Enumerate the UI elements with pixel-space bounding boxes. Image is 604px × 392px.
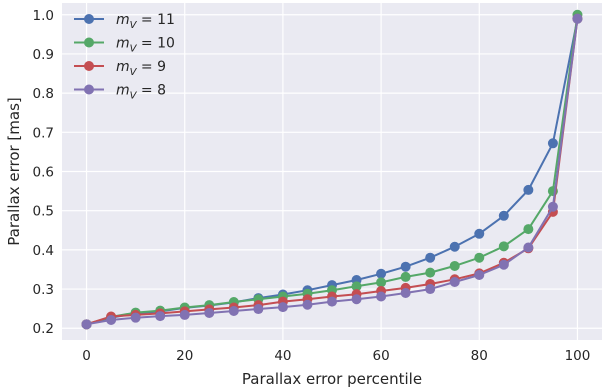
y-tick-label: 1.0 bbox=[33, 8, 54, 24]
data-point bbox=[400, 287, 411, 298]
y-tick-label: 0.2 bbox=[33, 321, 54, 337]
data-point bbox=[498, 241, 509, 252]
x-tick-label: 100 bbox=[565, 348, 591, 364]
data-point bbox=[400, 271, 411, 282]
data-point bbox=[523, 242, 534, 253]
data-point bbox=[523, 224, 534, 235]
legend: mV = 11 mV = 10 mV = 9 mV = 8 bbox=[74, 12, 175, 102]
data-point bbox=[351, 294, 362, 305]
grid-lines bbox=[62, 3, 602, 340]
data-point bbox=[81, 319, 92, 330]
y-tick-label: 0.8 bbox=[33, 86, 54, 102]
series-3 bbox=[81, 13, 583, 330]
data-point bbox=[498, 210, 509, 221]
data-point bbox=[253, 304, 264, 315]
data-point bbox=[376, 268, 387, 279]
legend-item: mV = 10 bbox=[74, 36, 175, 55]
data-point bbox=[523, 184, 534, 195]
data-point bbox=[425, 252, 436, 263]
data-point bbox=[474, 269, 485, 280]
legend-marker bbox=[84, 37, 94, 48]
x-tick-label: 0 bbox=[82, 348, 91, 364]
x-tick-label: 60 bbox=[372, 348, 389, 364]
legend-label: mV = 8 bbox=[116, 83, 166, 102]
legend-marker bbox=[84, 14, 94, 24]
data-point bbox=[204, 307, 215, 318]
y-tick-label: 0.9 bbox=[33, 47, 54, 63]
data-point bbox=[474, 252, 485, 263]
legend-item: mV = 9 bbox=[74, 59, 166, 78]
legend-label: mV = 11 bbox=[116, 12, 175, 31]
legend-label: mV = 10 bbox=[116, 36, 175, 55]
data-point bbox=[106, 315, 117, 326]
x-tick-label: 80 bbox=[471, 348, 488, 364]
data-point bbox=[130, 312, 141, 323]
x-tick-labels: 0 20 40 60 80 100 bbox=[82, 348, 590, 364]
data-point bbox=[302, 299, 313, 310]
y-tick-label: 0.4 bbox=[33, 243, 54, 259]
data-point bbox=[425, 284, 436, 295]
y-tick-label: 0.3 bbox=[33, 282, 54, 298]
data-point bbox=[498, 259, 509, 270]
data-point bbox=[400, 261, 411, 272]
legend-label: mV = 9 bbox=[116, 59, 166, 78]
data-point bbox=[228, 306, 239, 317]
y-axis-label: Parallax error [mas] bbox=[5, 97, 23, 246]
data-point bbox=[179, 309, 190, 320]
data-point bbox=[327, 296, 337, 307]
y-tick-label: 0.7 bbox=[33, 125, 54, 141]
legend-item: mV = 8 bbox=[74, 83, 166, 102]
data-point bbox=[277, 302, 288, 313]
legend-marker bbox=[84, 61, 94, 71]
x-axis-label: Parallax error percentile bbox=[242, 370, 422, 388]
series-layer bbox=[81, 9, 583, 330]
data-point bbox=[351, 281, 362, 292]
data-point bbox=[547, 201, 558, 212]
data-point bbox=[376, 277, 387, 288]
data-point bbox=[376, 291, 387, 302]
y-tick-label: 0.5 bbox=[33, 204, 54, 220]
data-point bbox=[425, 267, 436, 278]
legend-marker bbox=[84, 84, 94, 95]
data-point bbox=[449, 241, 460, 252]
data-point bbox=[572, 13, 583, 24]
y-tick-labels: 0.2 0.3 0.4 0.5 0.6 0.7 0.8 0.9 1.0 bbox=[33, 8, 54, 337]
data-point bbox=[449, 277, 460, 288]
data-point bbox=[547, 138, 558, 149]
x-tick-label: 40 bbox=[274, 348, 291, 364]
x-tick-label: 20 bbox=[176, 348, 193, 364]
data-point bbox=[155, 311, 166, 322]
legend-item: mV = 11 bbox=[74, 12, 175, 31]
data-point bbox=[474, 228, 485, 239]
y-tick-label: 0.6 bbox=[33, 165, 54, 181]
data-point bbox=[449, 260, 460, 271]
